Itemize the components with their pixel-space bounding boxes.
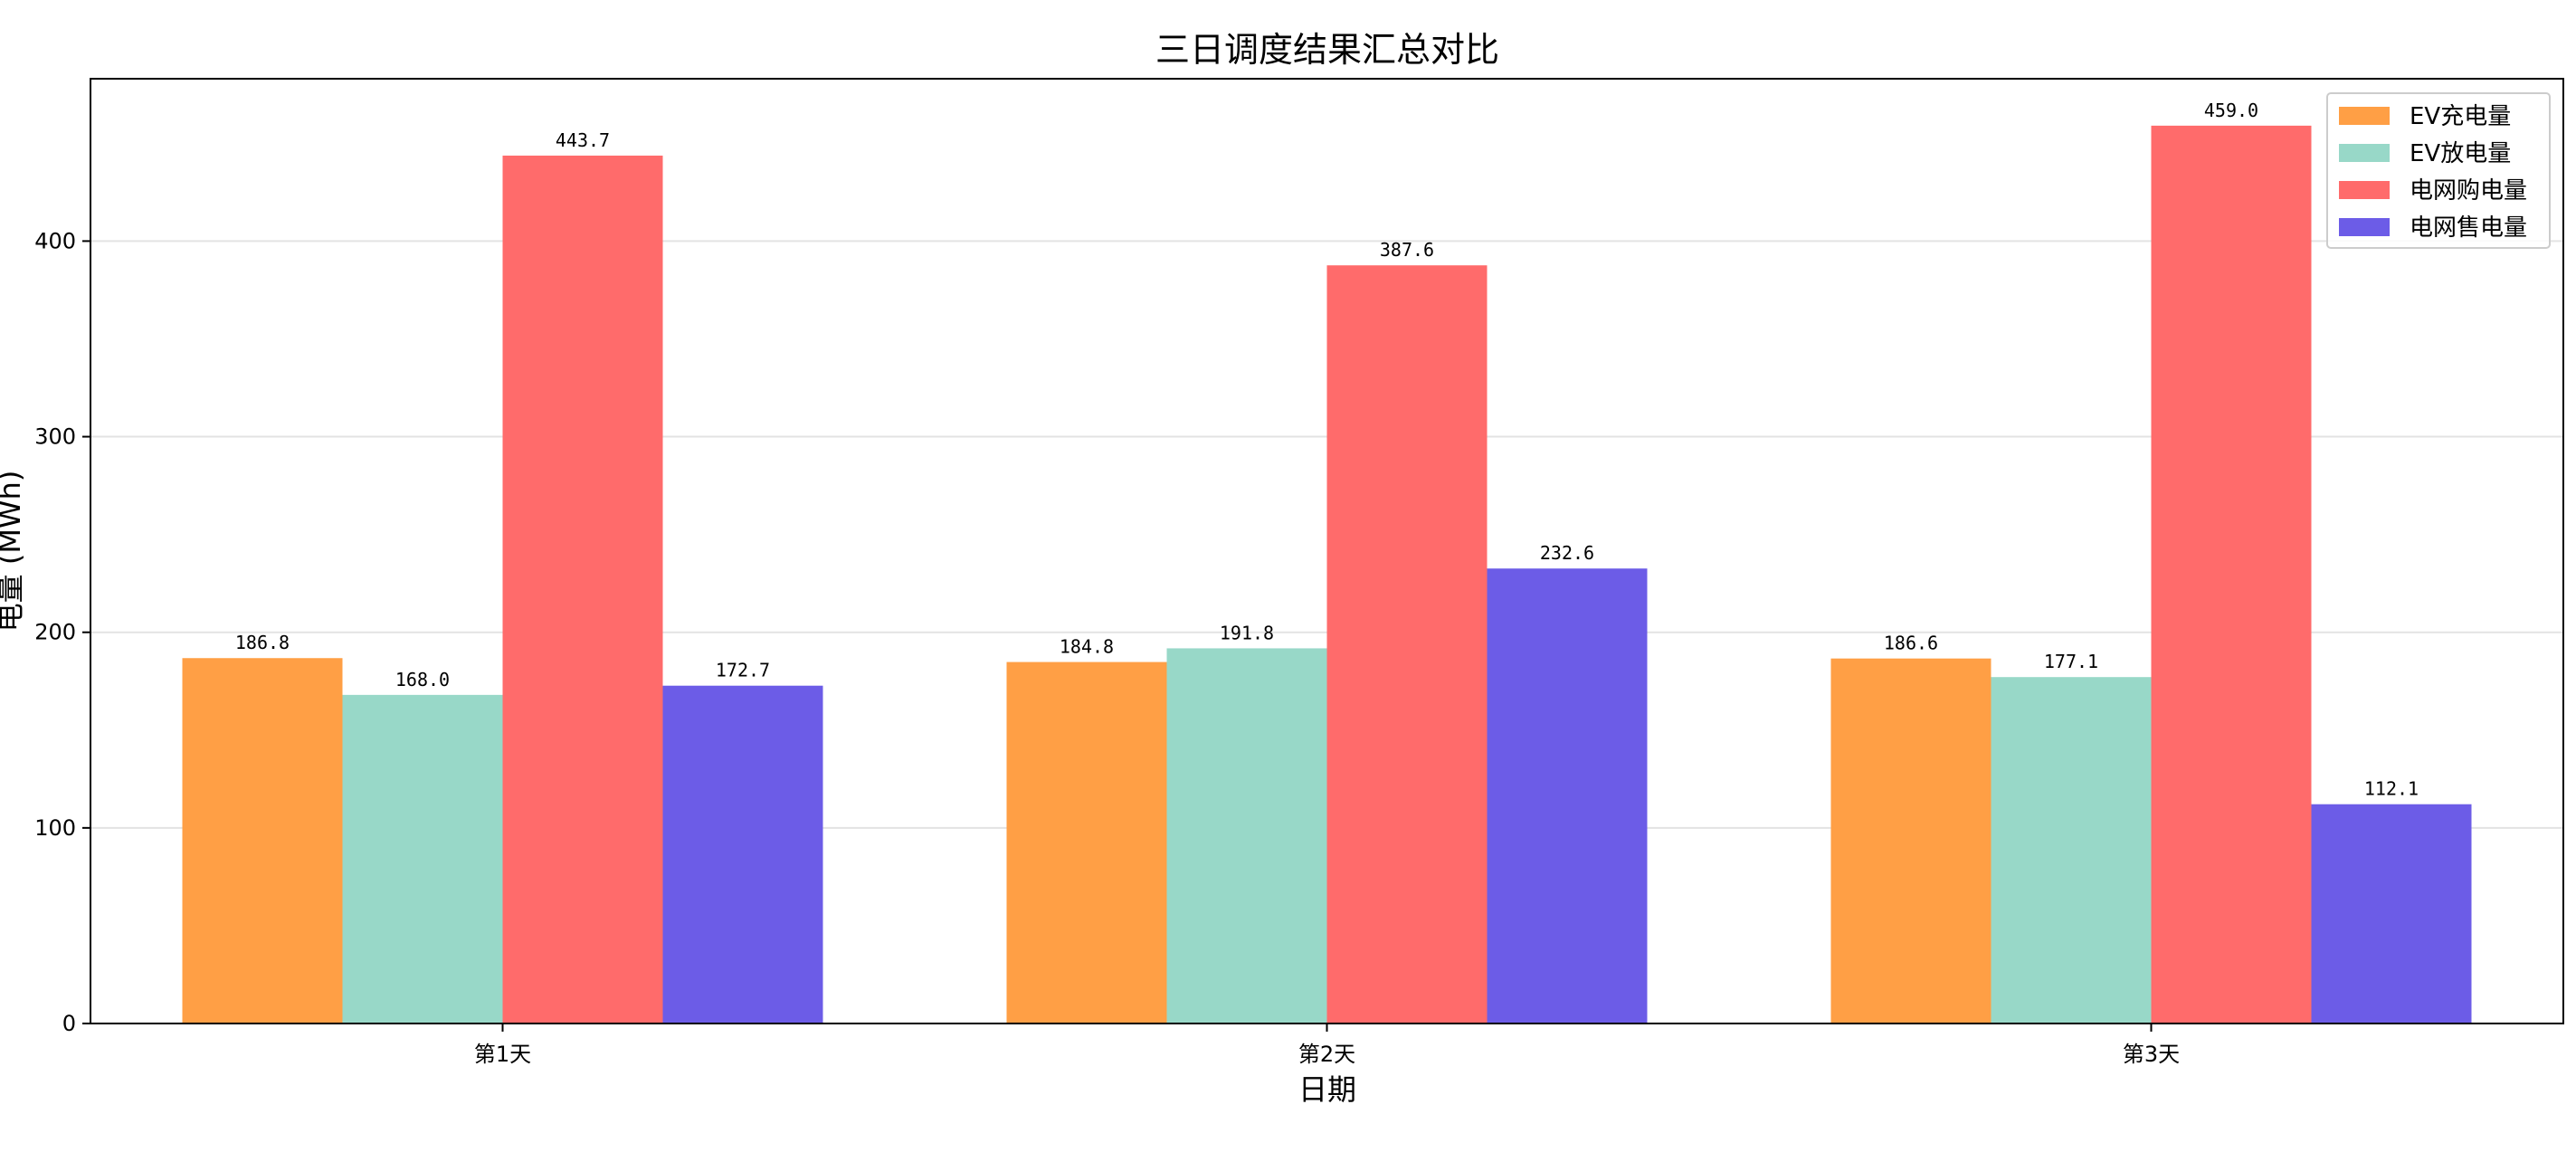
bar: [1326, 265, 1488, 1024]
legend-swatch: [2339, 144, 2390, 162]
y-tick-label: 0: [62, 1011, 76, 1036]
bar: [502, 155, 663, 1023]
bar: [1487, 568, 1648, 1023]
y-axis: 0 100 200 300 400: [34, 228, 90, 1036]
bar: [2151, 125, 2312, 1023]
bar-value-label: 387.6: [1380, 239, 1434, 261]
x-tick-label: 第1天: [474, 1042, 531, 1067]
legend-swatch: [2339, 107, 2390, 125]
bar: [2311, 804, 2472, 1023]
bar-value-label: 186.8: [235, 632, 290, 653]
bar: [662, 685, 823, 1023]
y-tick-label: 400: [34, 228, 76, 253]
bar-value-label: 172.7: [716, 660, 770, 681]
legend-label: EV放电量: [2410, 140, 2511, 167]
y-axis-title: 电量 (MWh): [0, 471, 27, 633]
bar-value-labels: 186.8 168.0 443.7 172.7 184.8 191.8 387.6 232.6…: [235, 100, 2419, 800]
x-tick-label: 第2天: [1298, 1042, 1355, 1067]
legend-label: 电网售电量: [2410, 214, 2527, 242]
bar: [182, 658, 343, 1023]
bar-value-label: 112.1: [2364, 778, 2419, 800]
bar: [1006, 662, 1167, 1023]
bar-value-label: 177.1: [2044, 651, 2098, 672]
legend-label: EV充电量: [2410, 103, 2511, 130]
bar: [342, 694, 503, 1023]
legend-swatch: [2339, 218, 2390, 236]
bar-value-label: 168.0: [395, 669, 450, 690]
bar-value-label: 232.6: [1540, 542, 1594, 564]
legend-swatch: [2339, 181, 2390, 199]
x-tick-label: 第3天: [2123, 1042, 2180, 1067]
x-axis-title: 日期: [1298, 1072, 1356, 1107]
y-tick-label: 100: [34, 815, 76, 841]
bars: [182, 125, 2472, 1024]
bar-value-label: 184.8: [1060, 636, 1114, 658]
bar-value-label: 459.0: [2204, 100, 2258, 121]
bar: [1166, 648, 1327, 1023]
legend-box: [2326, 92, 2551, 249]
chart-title: 三日调度结果汇总对比: [1155, 30, 1499, 70]
bar: [1991, 677, 2152, 1023]
bar-value-label: 186.6: [1884, 633, 1938, 654]
y-tick-label: 200: [34, 620, 76, 645]
bar-value-label: 191.8: [1220, 622, 1274, 643]
y-tick-label: 300: [34, 424, 76, 450]
bar-value-label: 443.7: [556, 129, 610, 151]
bar: [1830, 658, 1991, 1023]
x-axis: 第1天 第2天 第3天: [474, 1023, 2180, 1067]
legend-label: 电网购电量: [2410, 177, 2527, 205]
